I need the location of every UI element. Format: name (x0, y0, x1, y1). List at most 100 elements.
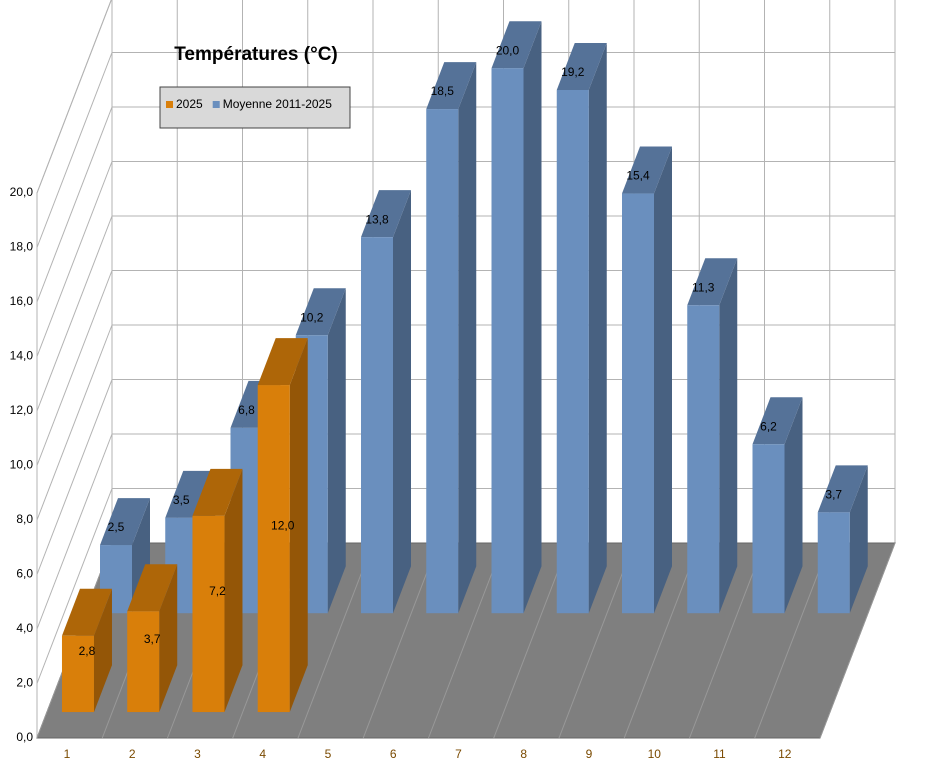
y-tick-label: 18,0 (10, 240, 34, 254)
y-tick-label: 6,0 (16, 567, 33, 581)
y-tick-label: 10,0 (10, 458, 34, 472)
grid-line (36, 161, 113, 357)
plot: 0,0 2,0 4,0 6,0 8,0 10,0 12,0 14,0 16,0 18,0 20,0 2… (10, 0, 896, 761)
value-label: 15,4 (626, 169, 650, 183)
value-label: 18,5 (431, 84, 455, 98)
bar (426, 109, 459, 614)
x-tick-label: 3 (194, 747, 201, 761)
bar-side (224, 468, 243, 713)
bar-side (458, 62, 477, 614)
x-tick-label: 1 (64, 747, 71, 761)
bar (192, 515, 225, 713)
floor-grid (297, 542, 374, 739)
bar (257, 385, 290, 713)
bar-top (127, 564, 178, 612)
y-tick-label: 14,0 (10, 349, 34, 363)
value-label: 2,8 (79, 644, 96, 658)
grid-line (36, 488, 113, 684)
value-label: 12,0 (271, 519, 295, 533)
bar-top (491, 21, 542, 69)
bar-top (361, 190, 411, 238)
bar-top (622, 146, 672, 194)
bar-top (257, 338, 308, 386)
value-label: 20,0 (496, 43, 520, 57)
grid-line (36, 270, 113, 466)
bar (622, 193, 654, 614)
floor-grid (558, 542, 635, 739)
y-tick-label: 12,0 (10, 403, 34, 417)
y-tick-label: 16,0 (10, 294, 34, 308)
bar (127, 611, 160, 713)
bar-top (165, 470, 216, 518)
x-tick-label: 2 (129, 747, 136, 761)
bar (361, 237, 393, 614)
bar (556, 90, 589, 614)
x-tick-label: 9 (586, 747, 593, 761)
bar-top (61, 588, 112, 636)
x-tick-label: 10 (648, 747, 662, 761)
grid-line (36, 215, 113, 412)
bar (687, 305, 720, 614)
x-tick-label: 11 (713, 747, 726, 761)
floor-grid (754, 542, 831, 739)
floor-grid (428, 542, 504, 739)
grid-line (36, 433, 113, 630)
value-label: 10,2 (300, 310, 324, 324)
x-tick-label: 4 (259, 747, 266, 761)
bar-top (687, 258, 738, 306)
floor-grid (689, 542, 765, 739)
bar-side (132, 498, 150, 614)
x-tick-label: 12 (778, 747, 792, 761)
bar-side (784, 397, 803, 614)
bar-side (93, 588, 112, 713)
bar-side (393, 190, 411, 614)
bar-side (654, 146, 672, 614)
value-label: 3,7 (825, 488, 842, 502)
bar (491, 68, 524, 614)
value-label: 13,8 (365, 212, 389, 226)
legend-label: Moyenne 2011-2025 (223, 97, 333, 111)
y-tick-label: 4,0 (16, 621, 33, 635)
bar-side (849, 465, 868, 614)
bar-top (752, 397, 803, 445)
grid-line (36, 106, 113, 303)
grid-line (36, 324, 113, 521)
legend-label: 2025 (176, 97, 203, 111)
bar-side (588, 43, 607, 614)
floor-grid (362, 542, 439, 739)
value-label: 6,2 (760, 419, 777, 433)
legend-swatch (212, 101, 220, 108)
bar-top (100, 498, 150, 546)
x-tick-label: 5 (325, 747, 332, 761)
bar-top (556, 43, 607, 90)
value-label: 11,3 (692, 280, 715, 294)
bar-side (159, 564, 178, 713)
bar-top (817, 465, 868, 513)
y-tick-label: 0,0 (16, 730, 33, 744)
grid-line (36, 379, 113, 575)
bar-side (719, 258, 738, 614)
bar (61, 635, 94, 713)
bar-side (327, 288, 346, 614)
y-tick-label: 8,0 (16, 512, 33, 526)
grid-line (36, 0, 112, 194)
x-tick-label: 6 (390, 747, 397, 761)
bar-top (192, 468, 243, 516)
value-label: 3,7 (144, 632, 161, 646)
x-tick-label: 8 (520, 747, 527, 761)
bar (752, 444, 785, 614)
bar-side (523, 21, 542, 614)
x-tick-label: 7 (455, 747, 462, 761)
bar (817, 512, 850, 614)
legend-swatch (166, 101, 173, 108)
bar-top (295, 288, 346, 336)
floor-grid (623, 542, 700, 739)
grid-line (36, 52, 113, 248)
value-label: 2,5 (108, 520, 125, 534)
value-label: 7,2 (209, 584, 226, 598)
bar-side (289, 338, 308, 713)
legend-box (159, 86, 351, 129)
floor-grid (819, 542, 896, 739)
value-label: 19,2 (561, 65, 585, 79)
